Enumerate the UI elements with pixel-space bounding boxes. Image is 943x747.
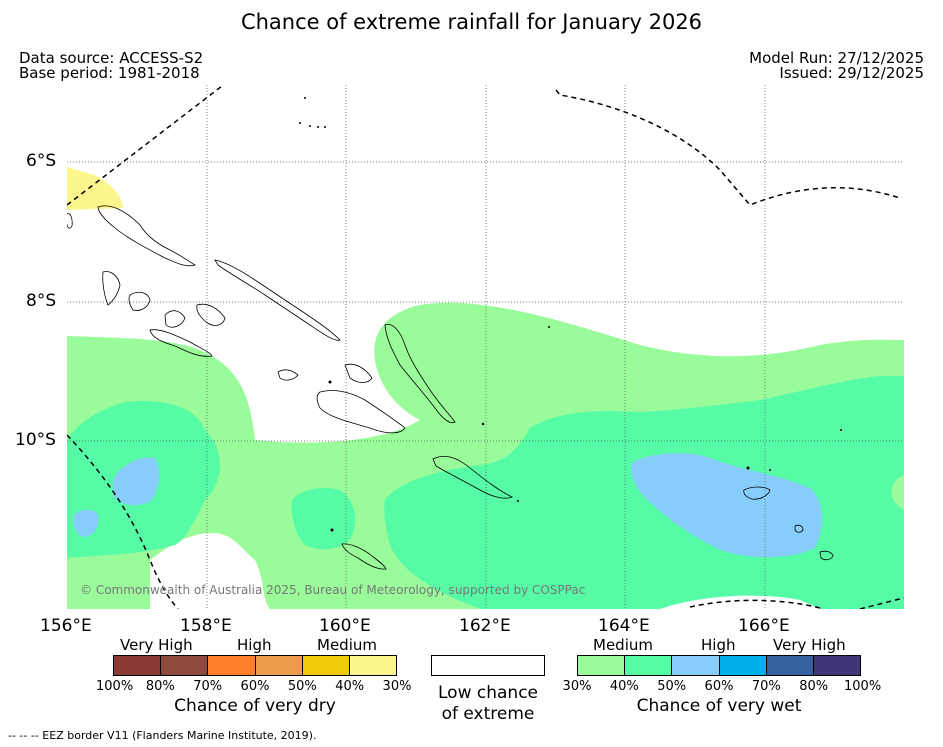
data-source-text: Data source: ACCESS-S2 xyxy=(19,49,204,67)
wet-colorbar xyxy=(577,655,861,676)
graticule xyxy=(67,85,904,609)
wet-swatch-0 xyxy=(578,656,626,675)
wet-high-region-west xyxy=(113,457,160,506)
wet-high-region-west-2 xyxy=(73,509,99,537)
eez-borders xyxy=(67,85,904,609)
wet-tick-3: 60% xyxy=(704,679,734,694)
dry-colorbar xyxy=(113,655,397,676)
wet-tick-6: 100% xyxy=(844,679,882,694)
small-islands xyxy=(299,97,842,532)
coastlines xyxy=(67,205,834,570)
dry-high-label: High xyxy=(237,636,272,654)
wet-swatch-2 xyxy=(672,656,720,675)
lat-label-8s: 8°S xyxy=(26,291,57,311)
wet-medium-high-region-central xyxy=(291,488,356,550)
dry-swatch-2 xyxy=(208,656,256,675)
lon-label-156e: 156°E xyxy=(40,616,92,636)
wet-tick-5: 80% xyxy=(799,679,829,694)
dry-medium-label: Medium xyxy=(317,636,377,654)
wet-swatch-1 xyxy=(625,656,673,675)
low-chance-caption-1: Low chance xyxy=(438,683,538,703)
wet-medium-label: Medium xyxy=(593,636,653,654)
low-patch xyxy=(150,532,270,609)
dry-very-high-label: Very High xyxy=(120,636,193,654)
wet-very-high-label: Very High xyxy=(773,636,846,654)
lon-label-158e: 158°E xyxy=(180,616,232,636)
wet-high-region-east xyxy=(631,453,822,558)
lon-label-162e: 162°E xyxy=(459,616,511,636)
dry-caption: Chance of very dry xyxy=(174,696,336,716)
wet-tick-4: 70% xyxy=(751,679,781,694)
dry-tick-2: 70% xyxy=(193,679,223,694)
model-run-text: Model Run: 27/12/2025 xyxy=(749,49,924,67)
wet-tick-0: 30% xyxy=(562,679,592,694)
base-period-text: Base period: 1981-2018 xyxy=(19,64,200,82)
dry-tick-1: 80% xyxy=(145,679,175,694)
wet-swatch-3 xyxy=(719,656,767,675)
wet-tick-2: 50% xyxy=(657,679,687,694)
dry-tick-6: 30% xyxy=(382,679,412,694)
lon-label-166e: 166°E xyxy=(738,616,790,636)
dry-tick-5: 40% xyxy=(335,679,365,694)
lon-label-164e: 164°E xyxy=(598,616,650,636)
dry-swatch-5 xyxy=(349,656,397,675)
wet-swatch-4 xyxy=(766,656,814,675)
dry-tick-4: 50% xyxy=(287,679,317,694)
low-chance-swatch xyxy=(431,655,545,676)
dry-tick-3: 60% xyxy=(240,679,270,694)
map-title: Chance of extreme rainfall for January 2… xyxy=(240,10,703,34)
copyright-text: © Commonwealth of Australia 2025, Bureau… xyxy=(80,583,586,597)
lon-label-160e: 160°E xyxy=(319,616,371,636)
lat-label-6s: 6°S xyxy=(26,151,57,171)
wet-caption: Chance of very wet xyxy=(636,696,802,716)
dry-swatch-0 xyxy=(114,656,162,675)
dry-swatch-1 xyxy=(161,656,209,675)
lat-label-10s: 10°S xyxy=(15,430,56,450)
dry-swatch-4 xyxy=(302,656,350,675)
low-chance-caption-2: of extreme xyxy=(441,704,535,724)
wet-swatch-5 xyxy=(813,656,861,675)
wet-high-label: High xyxy=(701,636,736,654)
dry-swatch-3 xyxy=(255,656,303,675)
dry-medium-region xyxy=(67,167,123,210)
dry-tick-0: 100% xyxy=(96,679,134,694)
issued-text: Issued: 29/12/2025 xyxy=(779,64,924,82)
eez-footnote: -- -- -- EEZ border V11 (Flanders Marine… xyxy=(8,729,317,742)
wet-tick-1: 40% xyxy=(609,679,639,694)
